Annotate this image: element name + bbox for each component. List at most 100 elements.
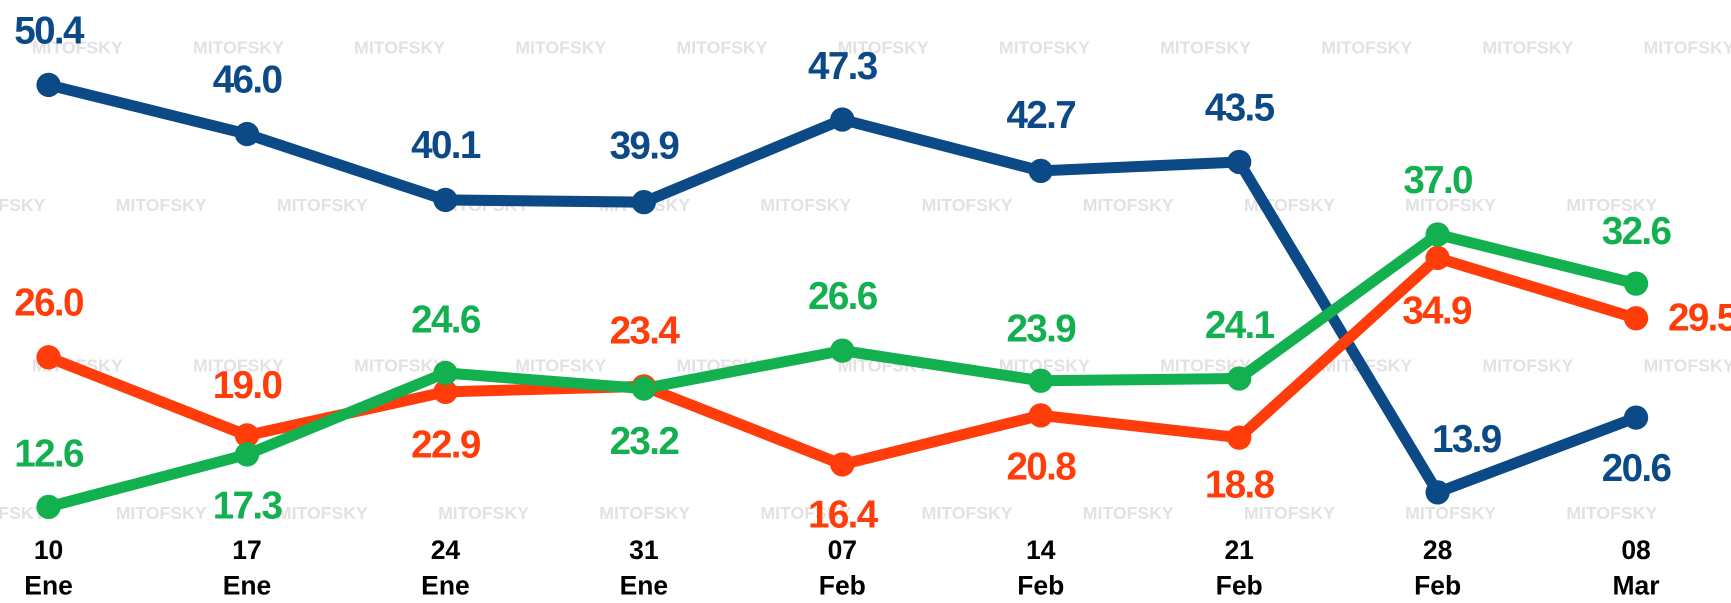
point <box>1425 245 1450 271</box>
data-label: 23.2 <box>610 420 679 463</box>
watermark: MITOFSKY <box>438 503 529 523</box>
point <box>1425 222 1450 247</box>
watermark: MITOFSKY <box>1405 503 1496 523</box>
x-tick-label: Ene <box>620 570 669 600</box>
watermark: MITOFSKY <box>0 195 46 215</box>
point <box>1028 403 1053 428</box>
watermark: MITOFSKY <box>1566 195 1657 215</box>
point <box>1623 271 1649 296</box>
x-tick-label: 28 <box>1423 535 1452 565</box>
point <box>433 360 458 386</box>
data-label: 37.0 <box>1403 159 1472 202</box>
watermark: MITOFSKY <box>1244 503 1335 523</box>
watermark: MITOFSKY <box>1644 355 1731 375</box>
watermark: MITOFSKY <box>0 503 46 523</box>
point <box>36 494 61 520</box>
watermark: MITOFSKY <box>354 355 445 375</box>
data-label: 20.8 <box>1006 446 1076 489</box>
watermark: MITOFSKY <box>599 503 690 523</box>
watermark: MITOFSKY <box>922 503 1013 523</box>
watermark: MITOFSKY <box>32 37 123 57</box>
x-tick-label: Feb <box>819 570 866 600</box>
x-tick-label: Ene <box>421 570 470 600</box>
data-label: 16.4 <box>808 494 879 537</box>
data-label: 47.3 <box>808 45 878 88</box>
data-label: 26.0 <box>14 282 83 325</box>
data-label: 50.4 <box>14 9 85 52</box>
data-label: 24.1 <box>1205 304 1275 347</box>
data-label: 24.6 <box>411 298 481 341</box>
point <box>234 121 260 147</box>
data-label: 13.9 <box>1432 418 1502 461</box>
data-label: 43.5 <box>1205 86 1275 129</box>
data-label: 42.7 <box>1006 94 1075 137</box>
point <box>830 452 855 477</box>
watermark: MITOFSKY <box>760 503 851 523</box>
data-label: 18.8 <box>1205 464 1275 507</box>
x-tick-label: 24 <box>431 535 461 565</box>
point <box>830 338 855 363</box>
point <box>1028 368 1053 393</box>
watermark: MITOFSKY <box>116 195 207 215</box>
point <box>234 423 260 448</box>
watermark: MITOFSKY <box>838 37 929 57</box>
x-tick-label: 07 <box>828 535 857 565</box>
data-label: 29.5 <box>1668 297 1731 340</box>
watermark: MITOFSKY <box>1482 355 1573 375</box>
data-label: 40.1 <box>411 124 481 167</box>
x-tick-label: 31 <box>629 535 658 565</box>
x-tick-label: Mar <box>1613 570 1660 600</box>
point <box>631 376 657 401</box>
watermark: MITOFSKY <box>515 355 606 375</box>
x-tick-label: 17 <box>232 535 261 565</box>
watermark: MITOFSKY <box>515 37 606 57</box>
watermark: MITOFSKY <box>677 37 768 57</box>
data-label: 23.4 <box>610 310 681 353</box>
watermark: MITOFSKY <box>1321 37 1412 57</box>
point <box>433 187 458 213</box>
point <box>1623 306 1649 331</box>
watermark: MITOFSKY <box>999 37 1090 57</box>
watermark: MITOFSKY <box>1482 37 1573 57</box>
watermark: MITOFSKY <box>999 355 1090 375</box>
point <box>1227 366 1252 391</box>
watermark: MITOFSKY <box>1083 195 1174 215</box>
watermark: MITOFSKY <box>193 355 284 375</box>
point <box>36 345 61 370</box>
point <box>433 379 458 405</box>
x-tick-label: Feb <box>1017 570 1064 600</box>
watermark: MITOFSKY <box>1566 503 1657 523</box>
watermark: MITOFSKY <box>277 195 368 215</box>
point <box>1028 158 1053 184</box>
data-label: 32.6 <box>1602 210 1672 253</box>
data-label: 17.3 <box>213 485 283 528</box>
data-label: 46.0 <box>213 58 282 101</box>
watermark: MITOFSKY <box>277 503 368 523</box>
point <box>36 72 61 98</box>
point <box>1227 425 1252 450</box>
data-label: 26.6 <box>808 275 878 318</box>
point <box>830 107 855 132</box>
data-label: 34.9 <box>1402 289 1472 332</box>
x-tick-label: 14 <box>1026 535 1056 565</box>
x-tick-label: Feb <box>1216 570 1263 600</box>
watermark: MITOFSKY <box>1160 37 1251 57</box>
x-tick-label: Ene <box>24 570 73 600</box>
watermark: MITOFSKY <box>922 195 1013 215</box>
data-label: 22.9 <box>411 423 481 466</box>
data-label: 23.9 <box>1006 307 1076 350</box>
x-tick-label: 21 <box>1224 535 1253 565</box>
watermark: MITOFSKY <box>1405 195 1496 215</box>
point <box>1425 480 1450 505</box>
x-tick-label: Feb <box>1414 570 1461 600</box>
data-label: 39.9 <box>610 124 680 167</box>
watermark: MITOFSKY <box>354 37 445 57</box>
x-tick-label: 08 <box>1621 535 1650 565</box>
point <box>1623 405 1649 430</box>
data-label: 12.6 <box>14 432 84 475</box>
watermark: MITOFSKY <box>1160 355 1251 375</box>
data-label: 20.6 <box>1602 447 1672 490</box>
point <box>1227 149 1252 175</box>
point <box>631 190 657 215</box>
